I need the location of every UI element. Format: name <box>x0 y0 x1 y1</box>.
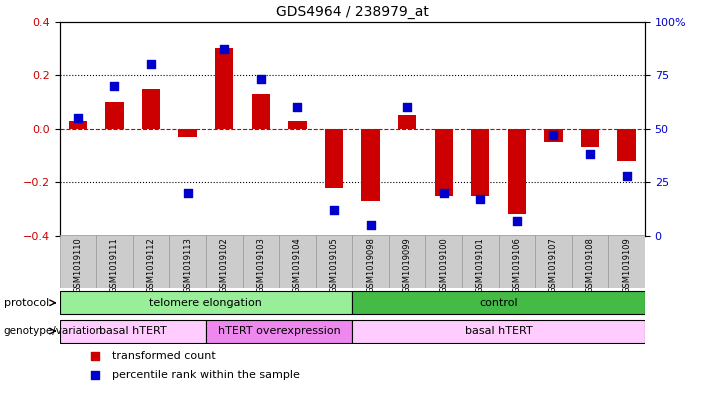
Point <box>438 190 449 196</box>
Point <box>89 372 100 378</box>
Point <box>89 353 100 359</box>
Point <box>219 46 230 53</box>
Point <box>402 104 413 110</box>
Bar <box>252 94 270 129</box>
Bar <box>398 115 416 129</box>
Bar <box>315 235 353 288</box>
Bar <box>142 88 161 129</box>
Text: GSM1019104: GSM1019104 <box>293 237 302 293</box>
Point <box>621 173 632 179</box>
Bar <box>60 320 206 343</box>
Text: GSM1019108: GSM1019108 <box>585 237 594 293</box>
Point <box>365 222 376 228</box>
Point <box>475 196 486 202</box>
Bar <box>498 235 535 288</box>
Text: GSM1019100: GSM1019100 <box>440 237 448 293</box>
Bar <box>508 129 526 214</box>
Text: hTERT overexpression: hTERT overexpression <box>218 326 341 336</box>
Point <box>72 115 83 121</box>
Text: GSM1019112: GSM1019112 <box>147 237 156 293</box>
Text: control: control <box>479 298 518 308</box>
Bar <box>279 235 315 288</box>
Text: GSM1019102: GSM1019102 <box>219 237 229 293</box>
Point <box>585 151 596 158</box>
Text: GSM1019113: GSM1019113 <box>183 237 192 293</box>
Bar <box>544 129 563 142</box>
Point <box>182 190 193 196</box>
Bar <box>462 235 498 288</box>
Bar <box>206 235 243 288</box>
Point <box>145 61 156 68</box>
Bar <box>215 48 233 129</box>
Text: genotype/variation: genotype/variation <box>4 326 102 336</box>
Bar <box>353 320 645 343</box>
Bar <box>206 320 353 343</box>
Bar <box>471 129 489 196</box>
Bar <box>288 121 306 129</box>
Text: GSM1019099: GSM1019099 <box>402 237 411 293</box>
Bar <box>132 235 170 288</box>
Bar <box>426 235 462 288</box>
Text: protocol: protocol <box>4 298 49 308</box>
Text: GSM1019106: GSM1019106 <box>512 237 522 293</box>
Bar <box>60 235 96 288</box>
Bar <box>96 235 132 288</box>
Bar <box>362 129 380 201</box>
Text: GSM1019111: GSM1019111 <box>110 237 119 293</box>
Point <box>328 207 339 213</box>
Point <box>255 76 266 83</box>
Bar <box>608 235 645 288</box>
Bar <box>581 129 599 147</box>
Text: basal hTERT: basal hTERT <box>99 326 167 336</box>
Point <box>548 132 559 138</box>
Text: percentile rank within the sample: percentile rank within the sample <box>112 370 300 380</box>
Text: telomere elongation: telomere elongation <box>149 298 262 308</box>
Text: GSM1019107: GSM1019107 <box>549 237 558 293</box>
Bar <box>60 291 353 314</box>
Bar <box>435 129 453 196</box>
Bar <box>243 235 279 288</box>
Bar <box>170 235 206 288</box>
Bar <box>389 235 426 288</box>
Bar <box>618 129 636 161</box>
Bar <box>105 102 123 129</box>
Bar <box>325 129 343 187</box>
Point <box>292 104 303 110</box>
Bar <box>572 235 608 288</box>
Bar <box>353 291 645 314</box>
Text: transformed count: transformed count <box>112 351 216 361</box>
Point <box>511 218 522 224</box>
Title: GDS4964 / 238979_at: GDS4964 / 238979_at <box>275 5 429 19</box>
Bar <box>179 129 197 137</box>
Bar <box>535 235 572 288</box>
Text: GSM1019110: GSM1019110 <box>74 237 83 293</box>
Point <box>109 83 120 89</box>
Text: GSM1019105: GSM1019105 <box>329 237 339 293</box>
Bar <box>69 121 87 129</box>
Text: basal hTERT: basal hTERT <box>465 326 533 336</box>
Text: GSM1019109: GSM1019109 <box>622 237 631 293</box>
Text: GSM1019098: GSM1019098 <box>366 237 375 293</box>
Text: GSM1019101: GSM1019101 <box>476 237 485 293</box>
Text: GSM1019103: GSM1019103 <box>257 237 265 293</box>
Bar <box>353 235 389 288</box>
